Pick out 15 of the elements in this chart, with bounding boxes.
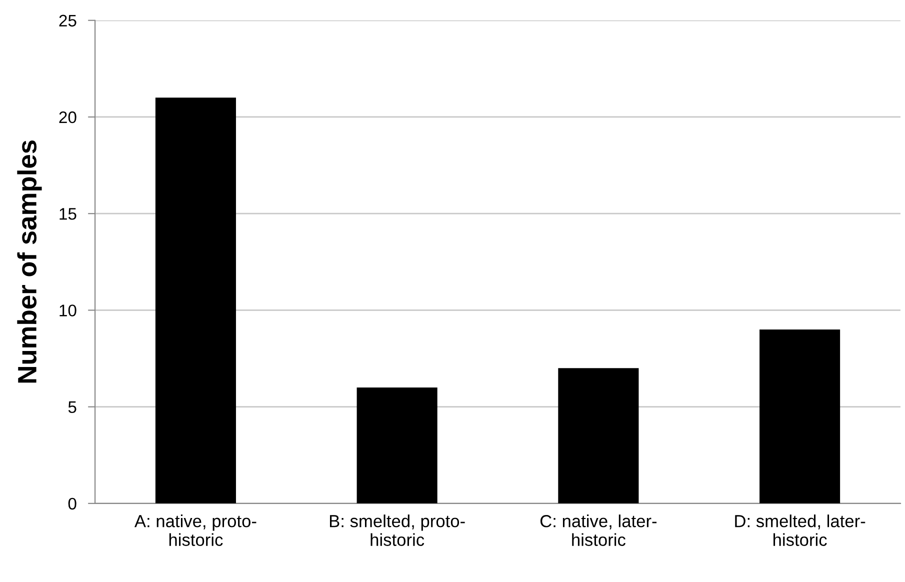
bar	[760, 330, 840, 504]
y-tick-label: 5	[68, 401, 76, 414]
y-tick-label: 0	[68, 498, 76, 510]
y-axis-title: Number of samples	[17, 140, 42, 383]
y-tick-label: 15	[60, 208, 76, 220]
y-tick-label: 10	[60, 304, 76, 316]
y-tick-label: 20	[59, 111, 76, 124]
bar	[155, 98, 236, 504]
x-tick-label: D: smelted, later-historic	[735, 514, 866, 546]
y-tick-label: 25	[59, 14, 76, 27]
bar	[558, 368, 639, 504]
x-tick-label: B: smelted, proto-historic	[330, 514, 465, 546]
x-tick-label: C: native, later-historic	[540, 514, 657, 546]
bar	[356, 387, 438, 504]
x-tick-label: A: native, proto-historic	[134, 514, 256, 546]
